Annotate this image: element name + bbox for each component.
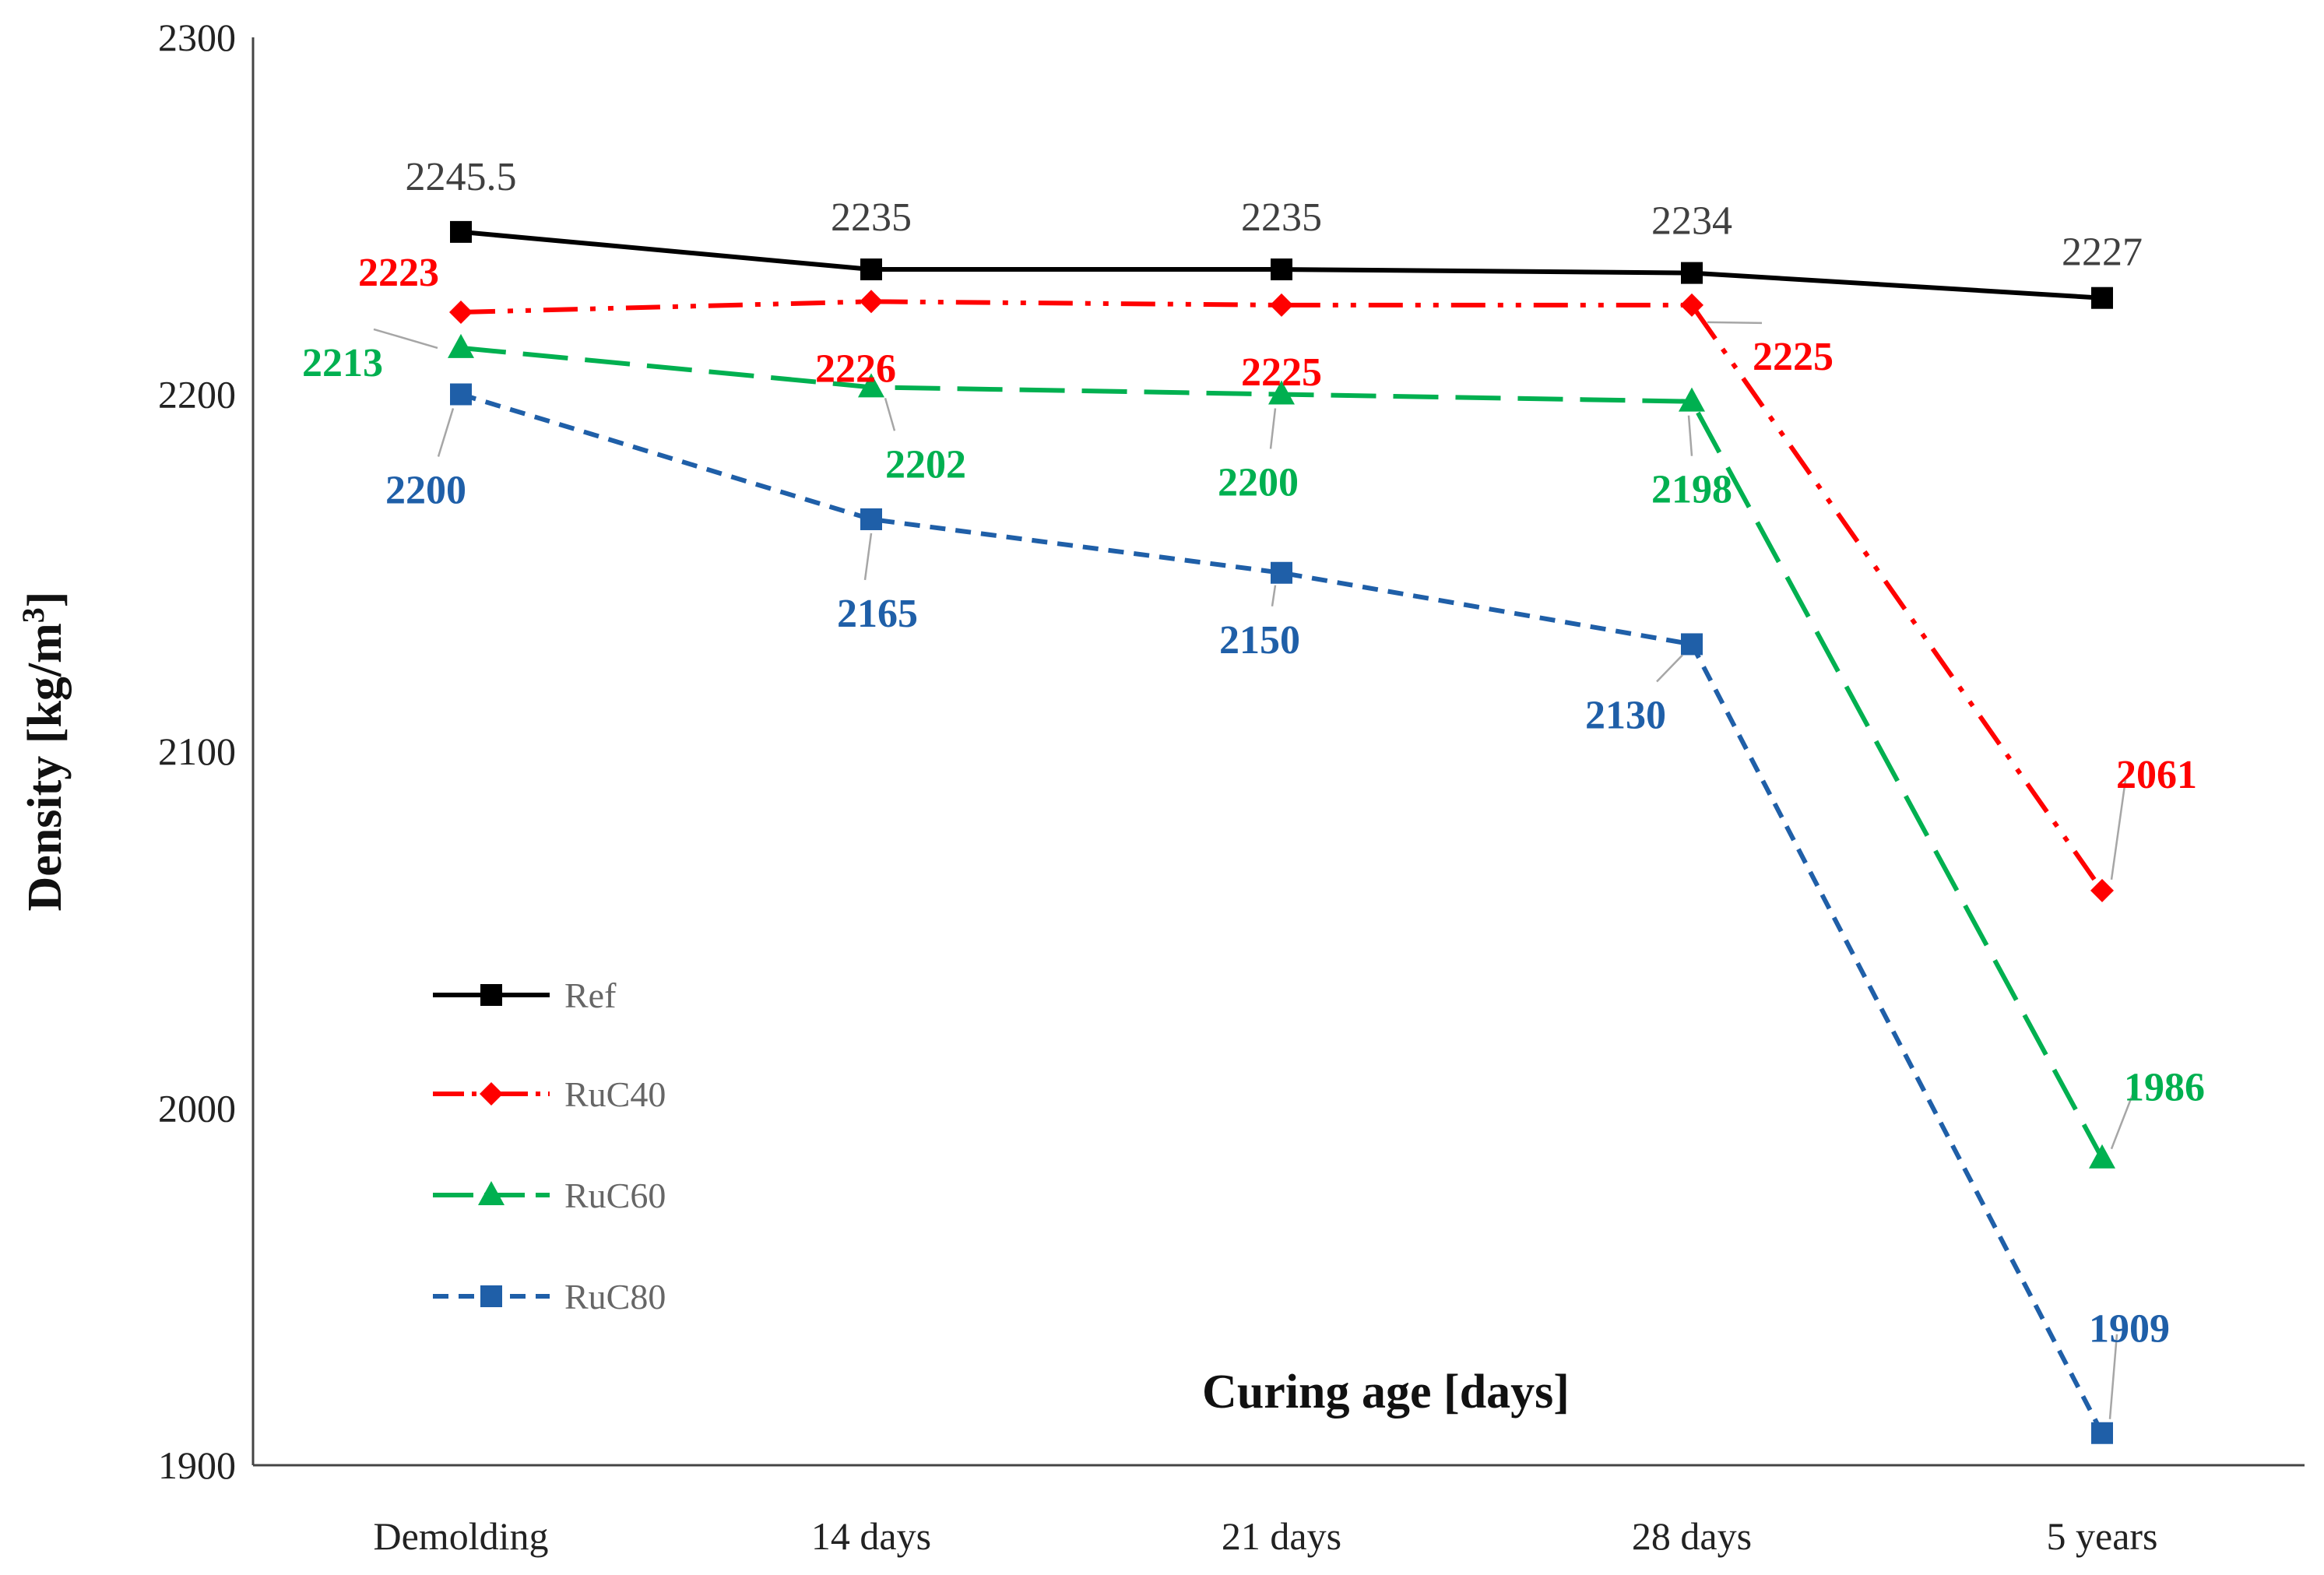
data-point-ruc80 (2091, 1422, 2113, 1444)
data-point-ruc40 (1270, 293, 1293, 317)
y-tick-label: 2100 (158, 729, 236, 773)
data-point-ref (1681, 262, 1703, 284)
data-label-ruc60: 2198 (1651, 468, 1732, 512)
data-point-ruc60 (1679, 387, 1705, 412)
series-layer (448, 220, 2115, 1444)
legend-item-ruc80: RuC80 (433, 1277, 666, 1317)
y-axis-title-end: ] (19, 592, 72, 608)
y-axis-title-superscript: 3 (16, 607, 51, 623)
data-label-ruc40: 2225 (1241, 350, 1322, 395)
axes (251, 37, 2305, 1467)
data-point-ruc60 (1268, 380, 1295, 405)
legend-label: Ref (564, 976, 617, 1015)
legend-label: RuC80 (564, 1277, 666, 1317)
data-point-ruc80 (1271, 561, 1292, 584)
leader-line (2108, 1334, 2118, 1419)
data-label-ruc60: 2202 (885, 442, 966, 487)
data-label-ruc80: 2130 (1585, 693, 1666, 737)
leader-line (1707, 321, 1763, 325)
y-axis-title-main: Density [kg/m (19, 623, 72, 911)
legend-item-ref: Ref (433, 976, 617, 1015)
leader-line (884, 397, 896, 431)
x-tick-label: 5 years (2047, 1514, 2158, 1558)
y-tick-label: 2200 (158, 373, 236, 417)
data-label-ruc60: 1986 (2124, 1066, 2205, 1110)
data-point-ref (860, 258, 882, 281)
y-tick-labels: 1900 2000 2100 2200 2300 (158, 16, 236, 1487)
leader-line (1687, 415, 1693, 456)
leader-line (2110, 1092, 2135, 1150)
leader-line (863, 533, 873, 581)
legend-label: RuC40 (564, 1074, 666, 1114)
y-tick-label: 1900 (158, 1443, 236, 1487)
legend-label: RuC60 (564, 1176, 666, 1215)
series-ruc80 (450, 383, 2113, 1444)
data-point-ruc80 (450, 383, 472, 406)
data-point-ruc60 (858, 373, 884, 398)
data-label-ref: 2235 (831, 195, 912, 240)
data-label-ruc60: 2200 (1218, 461, 1299, 505)
data-point-ruc40 (1680, 293, 1703, 317)
data-point-ref (1271, 258, 1292, 281)
y-axis-title: Density [kg/m3] (16, 592, 72, 912)
legend-marker (478, 1181, 505, 1205)
data-label-ruc80: 1909 (2089, 1307, 2170, 1352)
x-tick-label: 21 days (1222, 1514, 1341, 1558)
data-point-ruc40 (449, 301, 473, 325)
data-label-ref: 2234 (1651, 199, 1732, 244)
data-point-ruc40 (860, 290, 883, 314)
data-point-ruc80 (860, 508, 882, 530)
leader-line (1271, 585, 1277, 606)
series-line-ruc80 (460, 392, 2104, 1435)
label-leader-lines (373, 321, 2135, 1419)
data-label-ruc40: 2226 (815, 346, 896, 391)
data-point-ruc60 (2089, 1144, 2115, 1169)
leader-line (1656, 654, 1683, 683)
series-ruc60 (448, 333, 2115, 1169)
series-line-ruc40 (460, 299, 2104, 892)
data-label-ruc40: 2225 (1753, 335, 1834, 379)
data-label-ruc80: 2200 (385, 469, 466, 513)
leader-line (1269, 408, 1277, 449)
data-point-ref (450, 220, 472, 243)
data-label-ruc40: 2223 (358, 251, 439, 295)
legend-marker (480, 1285, 502, 1307)
legend-item-ruc40: RuC40 (433, 1074, 666, 1114)
leader-line (437, 408, 455, 457)
data-label-ruc80: 2165 (837, 592, 918, 636)
legend-marker (480, 1082, 503, 1106)
data-label-ruc80: 2150 (1219, 618, 1300, 663)
data-labels: 2245.5 2235 2235 2234 2227 2223 2226 2225 2225 20… (302, 155, 2205, 1352)
leader-line (2110, 779, 2127, 880)
y-tick-label: 2000 (158, 1087, 236, 1130)
leader-line (373, 328, 438, 350)
legend-item-ruc60: RuC60 (433, 1176, 666, 1215)
x-tick-labels: Demolding 14 days 21 days 28 days 5 years (374, 1514, 2158, 1558)
legend-marker (480, 984, 502, 1006)
data-label-ref: 2245.5 (406, 155, 517, 199)
series-ref (450, 220, 2113, 309)
data-point-ruc60 (448, 333, 474, 358)
data-label-ref: 2235 (1241, 195, 1322, 240)
x-tick-label: 28 days (1632, 1514, 1752, 1558)
data-label-ruc40: 2061 (2116, 753, 2197, 797)
y-tick-label: 2300 (158, 16, 236, 59)
legend: Ref RuC40 RuC60 RuC80 (433, 976, 666, 1317)
x-tick-label: 14 days (811, 1514, 931, 1558)
data-point-ruc80 (1681, 633, 1703, 656)
data-label-ruc60: 2213 (302, 341, 383, 385)
data-point-ref (2091, 287, 2113, 309)
data-point-ruc40 (2090, 878, 2114, 902)
data-label-ref: 2227 (2062, 230, 2143, 275)
x-axis-title: Curing age [days] (1202, 1366, 1570, 1419)
x-tick-label: Demolding (374, 1514, 549, 1558)
series-ruc40 (449, 290, 2114, 902)
